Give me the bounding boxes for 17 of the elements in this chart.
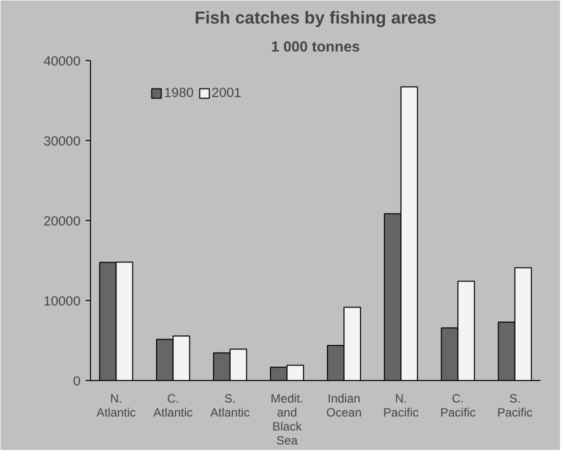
x-tick-label: N. Atlantic xyxy=(96,392,136,420)
x-tick-label: S. Pacific xyxy=(497,392,533,420)
x-tick-label: Indian Ocean xyxy=(326,392,362,420)
x-tick-label: C. Atlantic xyxy=(153,392,193,420)
y-tick-label: 20000 xyxy=(43,214,80,228)
legend-label: 1980 xyxy=(164,85,194,100)
y-tick-label: 10000 xyxy=(43,294,80,308)
x-tick-label: C. Pacific xyxy=(440,392,476,420)
y-tick-label: 30000 xyxy=(43,134,80,148)
x-tick-label: N. Pacific xyxy=(383,392,419,420)
legend-label: 2001 xyxy=(212,85,242,100)
x-tick-label: S. Atlantic xyxy=(210,392,250,420)
y-tick-label: 40000 xyxy=(43,54,80,68)
chart-subtitle: 1 000 tonnes xyxy=(271,40,360,56)
y-tick-label: 0 xyxy=(73,374,81,388)
x-tick-label: Medit. and Black Sea xyxy=(270,392,304,448)
chart-title: Fish catches by fishing areas xyxy=(194,8,436,28)
